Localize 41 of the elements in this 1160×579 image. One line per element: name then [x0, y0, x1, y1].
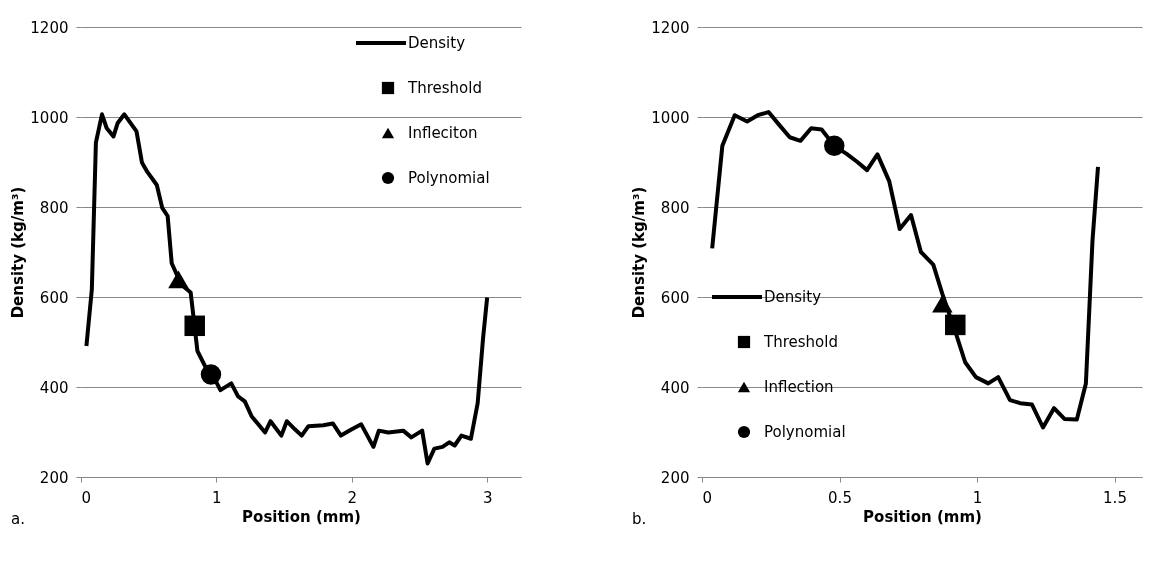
y-tick-label: 200	[660, 468, 690, 487]
legend-label: Threshold	[763, 333, 838, 351]
point	[200, 364, 222, 385]
y-tick-label: 600	[39, 288, 69, 307]
legend-label: Density	[764, 288, 822, 306]
y-tick-label: 1000	[30, 108, 69, 127]
x-tick-label: 0	[81, 488, 92, 507]
x-tick-label: 3	[482, 488, 493, 507]
x-tick-label: 1	[212, 488, 222, 507]
legend-label: Polynomial	[764, 423, 846, 441]
legend-label: Threshold	[407, 79, 482, 97]
x-tick-label: 0.5	[828, 488, 852, 507]
x-tick-label: 1	[972, 488, 983, 507]
y-tick-label: 800	[39, 198, 69, 217]
text: b.	[632, 510, 647, 528]
y-tick-label: 800	[660, 198, 690, 217]
y-tick-label: 400	[39, 378, 69, 397]
line-series	[84, 112, 490, 466]
y-tick-label: 1200	[30, 18, 69, 37]
point	[945, 314, 966, 336]
point	[824, 135, 845, 157]
y-tick-label: 1200	[651, 18, 690, 37]
x-tick-label: 1.5	[1103, 488, 1127, 507]
y-tick-label: 600	[660, 288, 690, 307]
point	[932, 294, 953, 313]
x-axis-title: Position (mm)	[242, 507, 361, 526]
point	[184, 315, 205, 337]
legend-label: Polynomial	[408, 169, 490, 187]
y-axis-title: Density (kg/m³)	[9, 186, 28, 319]
legend-label: Infleciton	[408, 124, 478, 142]
point	[168, 270, 189, 289]
legend-label: Inflection	[764, 378, 834, 396]
x-axis-title: Position (mm)	[863, 507, 982, 526]
y-tick-label: 400	[660, 378, 690, 397]
text: a.	[11, 510, 25, 528]
y-tick-label: 200	[39, 468, 69, 487]
x-tick-label: 0	[702, 488, 713, 507]
y-tick-label: 1000	[651, 108, 690, 127]
legend-label: Density	[408, 34, 466, 52]
y-axis-title: Density (kg/m³)	[630, 186, 649, 319]
x-tick-label: 2	[347, 488, 358, 507]
